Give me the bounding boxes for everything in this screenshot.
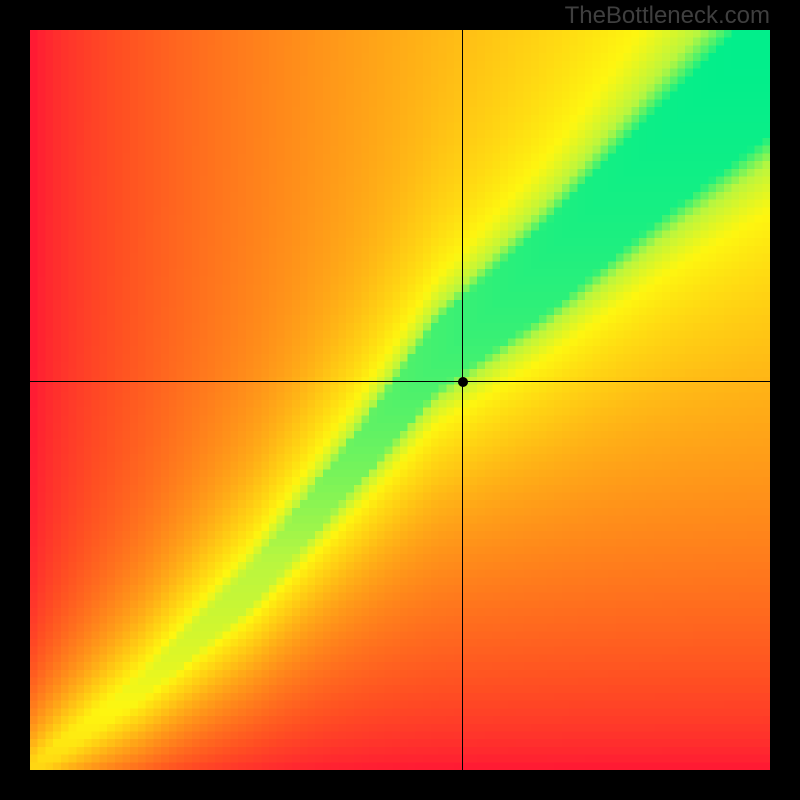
heatmap-canvas: [30, 30, 770, 770]
crosshair-horizontal: [30, 381, 770, 382]
data-point-marker: [458, 377, 468, 387]
crosshair-vertical: [462, 30, 463, 770]
watermark-label: TheBottleneck.com: [565, 2, 770, 30]
chart-container: TheBottleneck.com: [0, 0, 800, 800]
